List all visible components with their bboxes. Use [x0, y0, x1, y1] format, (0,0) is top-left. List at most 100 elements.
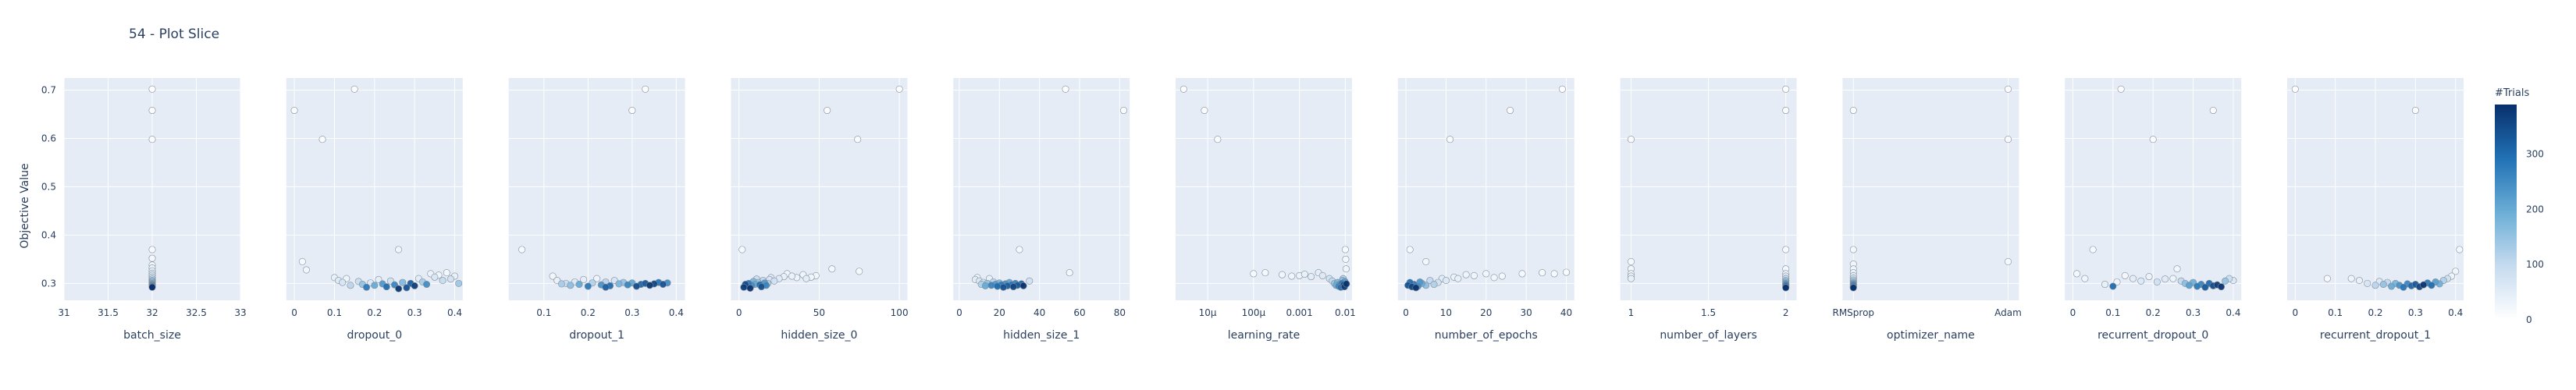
colorbar-tick-label: 0: [2526, 314, 2532, 325]
data-point: [575, 281, 583, 289]
data-point: [1849, 107, 1857, 115]
data-point: [738, 246, 746, 254]
data-point: [2218, 283, 2226, 291]
data-point: [1490, 274, 1498, 282]
data-point: [584, 282, 592, 290]
data-point: [1470, 271, 1478, 279]
x-tick-label: 20: [994, 307, 1005, 318]
data-point: [746, 285, 754, 292]
x-tick-label: 100: [891, 307, 909, 318]
data-point: [549, 272, 557, 280]
x-tick-label: 0.1: [2105, 307, 2120, 318]
data-point: [2201, 283, 2209, 291]
x-tick-label: 32: [146, 307, 158, 318]
x-tick-label: 32.5: [186, 307, 207, 318]
data-point: [1782, 284, 1790, 292]
subplot-recurrent_dropout_1: 0 0.1 0.2 0.3 0.4 recurrent_dropout_1: [2287, 78, 2464, 342]
x-tick-label: 0.3: [624, 307, 639, 318]
data-point: [2145, 273, 2153, 281]
data-point: [339, 278, 347, 286]
data-point: [1550, 270, 1558, 278]
data-point: [1446, 136, 1454, 144]
subplot-number_of_epochs: 0 10 20 30 40 number_of_epochs: [1397, 78, 1574, 342]
x-axis-label: number_of_layers: [1660, 329, 1757, 342]
data-point: [447, 275, 454, 283]
data-point: [423, 281, 431, 289]
data-point: [1507, 107, 1514, 115]
data-point: [1498, 272, 1506, 280]
subplot-batch_size: 0.3 0.4 0.5 0.6 0.7 31 31.5 32 32.5 33 batch_size: [41, 78, 247, 342]
x-tick-label: 100μ: [1242, 307, 1266, 318]
x-tick-label: 10μ: [1199, 307, 1217, 318]
data-point: [1062, 85, 1069, 93]
data-point: [557, 280, 565, 288]
y-tick-label: 0.4: [41, 229, 56, 240]
data-point: [431, 273, 439, 281]
plot-background: [1842, 78, 2019, 300]
y-tick-label: 0.5: [41, 181, 56, 192]
data-point: [1009, 283, 1017, 291]
subplot-number_of_layers: 1 1.5 2 number_of_layers: [1620, 78, 1797, 342]
data-point: [443, 269, 450, 277]
data-point: [2173, 265, 2181, 273]
data-point: [1201, 107, 1208, 115]
data-point: [824, 107, 831, 115]
subplot-optimizer_name: RMSprop Adam optimizer_name: [1832, 78, 2022, 342]
x-tick-label: 0: [736, 307, 742, 318]
data-point: [1849, 246, 1857, 254]
data-point: [642, 85, 649, 93]
data-point: [895, 85, 903, 93]
data-point: [567, 282, 575, 289]
data-point: [2222, 277, 2229, 285]
data-point: [624, 281, 632, 289]
data-point: [1342, 255, 1350, 263]
subplot-dropout_0: 0 0.1 0.2 0.3 0.4 dropout_0: [286, 78, 463, 342]
data-point: [2323, 275, 2331, 282]
data-point: [2005, 257, 2012, 265]
x-tick-label: 33: [234, 307, 246, 318]
x-tick-label: 0.01: [1335, 307, 1356, 318]
data-point: [2089, 246, 2097, 254]
data-point: [2388, 282, 2396, 290]
data-point: [2209, 107, 2217, 115]
chart-title: 54 - Plot Slice: [129, 27, 219, 42]
x-tick-label: 31: [58, 307, 69, 318]
x-axis-label: learning_rate: [1228, 329, 1300, 342]
data-point: [1308, 273, 1315, 281]
data-point: [2081, 275, 2089, 282]
x-tick-label: 50: [813, 307, 825, 318]
data-point: [371, 282, 379, 289]
data-point: [1019, 282, 1027, 289]
plot-background: [1176, 78, 1352, 300]
data-point: [439, 277, 447, 285]
data-point: [615, 280, 623, 288]
data-point: [1250, 270, 1258, 278]
data-point: [2428, 282, 2435, 289]
x-tick-label: 80: [1114, 307, 1126, 318]
data-point: [455, 279, 463, 287]
data-point: [659, 281, 667, 289]
data-point: [1179, 85, 1187, 93]
x-tick-label: 0: [2292, 307, 2298, 318]
x-tick-label: 0.2: [581, 307, 596, 318]
data-point: [2153, 278, 2161, 285]
data-point: [2371, 282, 2379, 289]
data-point: [770, 277, 778, 285]
data-point: [2411, 107, 2419, 115]
data-point: [347, 282, 354, 289]
data-point: [2347, 275, 2355, 282]
data-point: [1343, 280, 1350, 288]
data-point: [1558, 85, 1566, 93]
data-point: [580, 275, 588, 283]
x-tick-label: 0.4: [2226, 307, 2240, 318]
x-tick-label: RMSprop: [1832, 307, 1874, 318]
data-point: [1422, 257, 1430, 265]
data-point: [2129, 275, 2137, 282]
data-point: [2073, 270, 2081, 278]
data-point: [148, 85, 156, 93]
x-tick-label: 30: [1521, 307, 1532, 318]
data-point: [1627, 275, 1635, 282]
data-point: [757, 283, 765, 291]
data-point: [2185, 282, 2193, 289]
subplot-grid: 0.30.40.50.60.731 31.5 32 32.5 33batch_size0…: [41, 78, 2464, 342]
